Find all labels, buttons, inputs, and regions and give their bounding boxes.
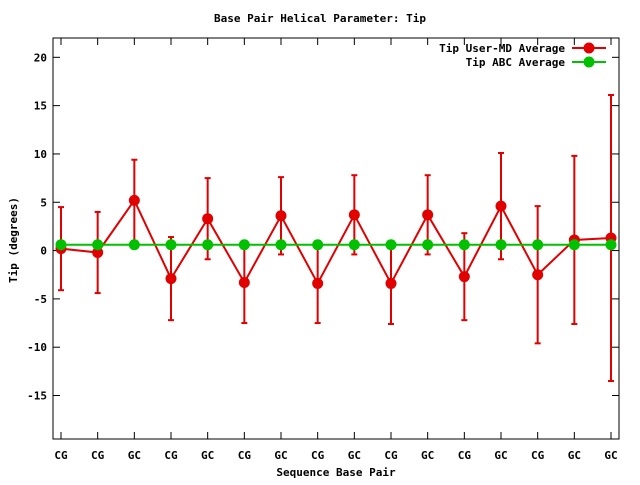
x-tick-label: GC [604, 449, 617, 462]
data-point [348, 209, 360, 221]
data-point [532, 269, 544, 281]
x-tick-label: CG [458, 449, 472, 462]
plot-frame [52, 37, 620, 440]
data-point [458, 271, 470, 283]
x-tick-label: GC [274, 449, 287, 462]
y-axis-label: Tip (degrees) [7, 197, 20, 283]
x-tick-label: CG [238, 449, 252, 462]
y-tick-label: 20 [34, 51, 47, 64]
data-point [568, 239, 580, 251]
x-tick-label: CG [311, 449, 325, 462]
x-tick-label: CG [164, 449, 178, 462]
x-tick-label: GC [494, 449, 507, 462]
series-layer [55, 94, 617, 383]
legend-label: Tip ABC Average [466, 56, 566, 69]
data-point [128, 194, 140, 206]
x-axis-label: Sequence Base Pair [276, 466, 396, 479]
x-tick-label: GC [568, 449, 581, 462]
y-tick-label: -5 [34, 293, 47, 306]
y-tick-label: 15 [34, 100, 47, 113]
x-tick-label: GC [421, 449, 434, 462]
legend-marker [583, 42, 595, 54]
x-tick-label: GC [128, 449, 141, 462]
series-2 [55, 239, 617, 251]
chart-title: Base Pair Helical Parameter: Tip [214, 12, 426, 25]
legend-marker [583, 56, 595, 68]
data-point [238, 276, 250, 288]
data-point [128, 239, 140, 251]
data-point [422, 209, 434, 221]
legend-entry: Tip ABC Average [466, 56, 606, 69]
y-tick-label: 10 [34, 148, 47, 161]
data-point [165, 273, 177, 285]
data-point [92, 239, 104, 251]
data-point [165, 239, 177, 251]
x-tick-label: CG [54, 449, 68, 462]
series-line [60, 198, 612, 286]
data-point [55, 239, 67, 251]
data-point [385, 239, 397, 251]
y-tick-label: -10 [27, 341, 47, 354]
data-point [422, 239, 434, 251]
x-tick-label: GC [348, 449, 361, 462]
data-point [532, 239, 544, 251]
data-point [385, 277, 397, 289]
data-point [605, 239, 617, 251]
x-tick-label: CG [91, 449, 105, 462]
x-tick-label: GC [201, 449, 214, 462]
data-point [495, 200, 507, 212]
y-tick-label: 0 [40, 245, 47, 258]
data-point [275, 239, 287, 251]
data-point [348, 239, 360, 251]
data-point [312, 277, 324, 289]
data-point [275, 210, 287, 222]
legend-entry: Tip User-MD Average [439, 42, 606, 55]
x-tick-label: CG [384, 449, 398, 462]
series-1 [55, 94, 617, 383]
legend-label: Tip User-MD Average [439, 42, 565, 55]
x-tick-label: CG [531, 449, 545, 462]
y-tick-label: 5 [40, 196, 47, 209]
data-point [458, 239, 470, 251]
data-point [92, 247, 104, 259]
data-point [495, 239, 507, 251]
y-tick-label: -15 [27, 390, 47, 403]
data-point [202, 213, 214, 225]
data-point [312, 239, 324, 251]
axis-ticks: -15 -10 -5 0 5 10 15 20 CG CG GC CG GC CG GC CG GC CG GC CG… [27, 38, 619, 462]
data-point [238, 239, 250, 251]
data-point [202, 239, 214, 251]
